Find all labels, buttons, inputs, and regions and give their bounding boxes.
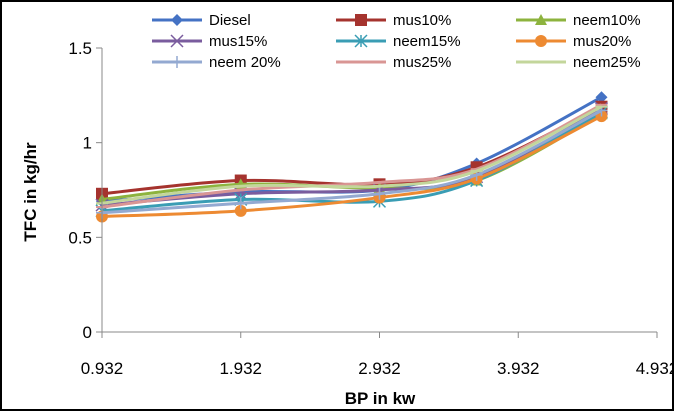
legend-item: mus20% [516,33,631,50]
legend-label: mus10% [393,12,451,29]
legend-swatch-marker [355,14,367,26]
legend-label: neem 20% [209,54,281,71]
legend-item: mus25% [336,54,451,71]
x-tick-label: 1.932 [219,359,262,378]
legend-label: mus25% [393,54,451,71]
legend-swatch-marker [535,14,547,25]
legend-item: mus15% [152,33,267,50]
data-point-marker [373,187,386,200]
legend-label: neem15% [393,33,461,50]
legend-swatch-marker [171,56,183,68]
y-axis-title: TFC in kg/hr [21,142,40,242]
plot-area [95,91,609,223]
y-tick-label: 1.5 [68,39,92,58]
x-axis-title: BP in kw [345,389,416,408]
legend-swatch-marker [354,34,368,48]
series-line [101,114,603,219]
x-tick-label: 0.932 [81,359,124,378]
legend-item: neem 20% [152,54,281,71]
y-tick-label: 1 [83,134,92,153]
legend-swatch-marker [535,35,547,47]
legend-item: neem25% [516,54,641,71]
legend-swatch-marker [171,14,183,26]
tfc-line-chart: 0 0.5 1 1.5 0.932 1.932 2.932 3.932 4.932 Diesel… [21,12,674,408]
legend: Diesel mus10% neem10% mus15% neem15% mus20% ne… [152,12,641,71]
legend-label: mus20% [573,33,631,50]
legend-label: neem25% [573,54,641,71]
y-tick-label: 0 [83,323,92,342]
legend-item: neem10% [516,12,641,29]
y-tick-label: 0.5 [68,228,92,247]
legend-swatch-marker [170,34,184,48]
data-point-marker [234,197,247,210]
legend-label: Diesel [209,12,251,29]
x-tick-label: 2.932 [358,359,401,378]
axes: 0 0.5 1 1.5 0.932 1.932 2.932 3.932 4.932 [68,39,674,378]
series-neem25- [96,105,608,205]
x-tick-label: 3.932 [497,359,540,378]
x-tick-label: 4.932 [636,359,672,378]
data-point-marker [234,204,247,217]
legend-label: neem10% [573,12,641,29]
legend-item: neem15% [336,33,461,50]
data-point-marker [595,91,608,104]
legend-item: Diesel [152,12,251,29]
legend-label: mus15% [209,33,267,50]
legend-item: mus10% [336,12,451,29]
